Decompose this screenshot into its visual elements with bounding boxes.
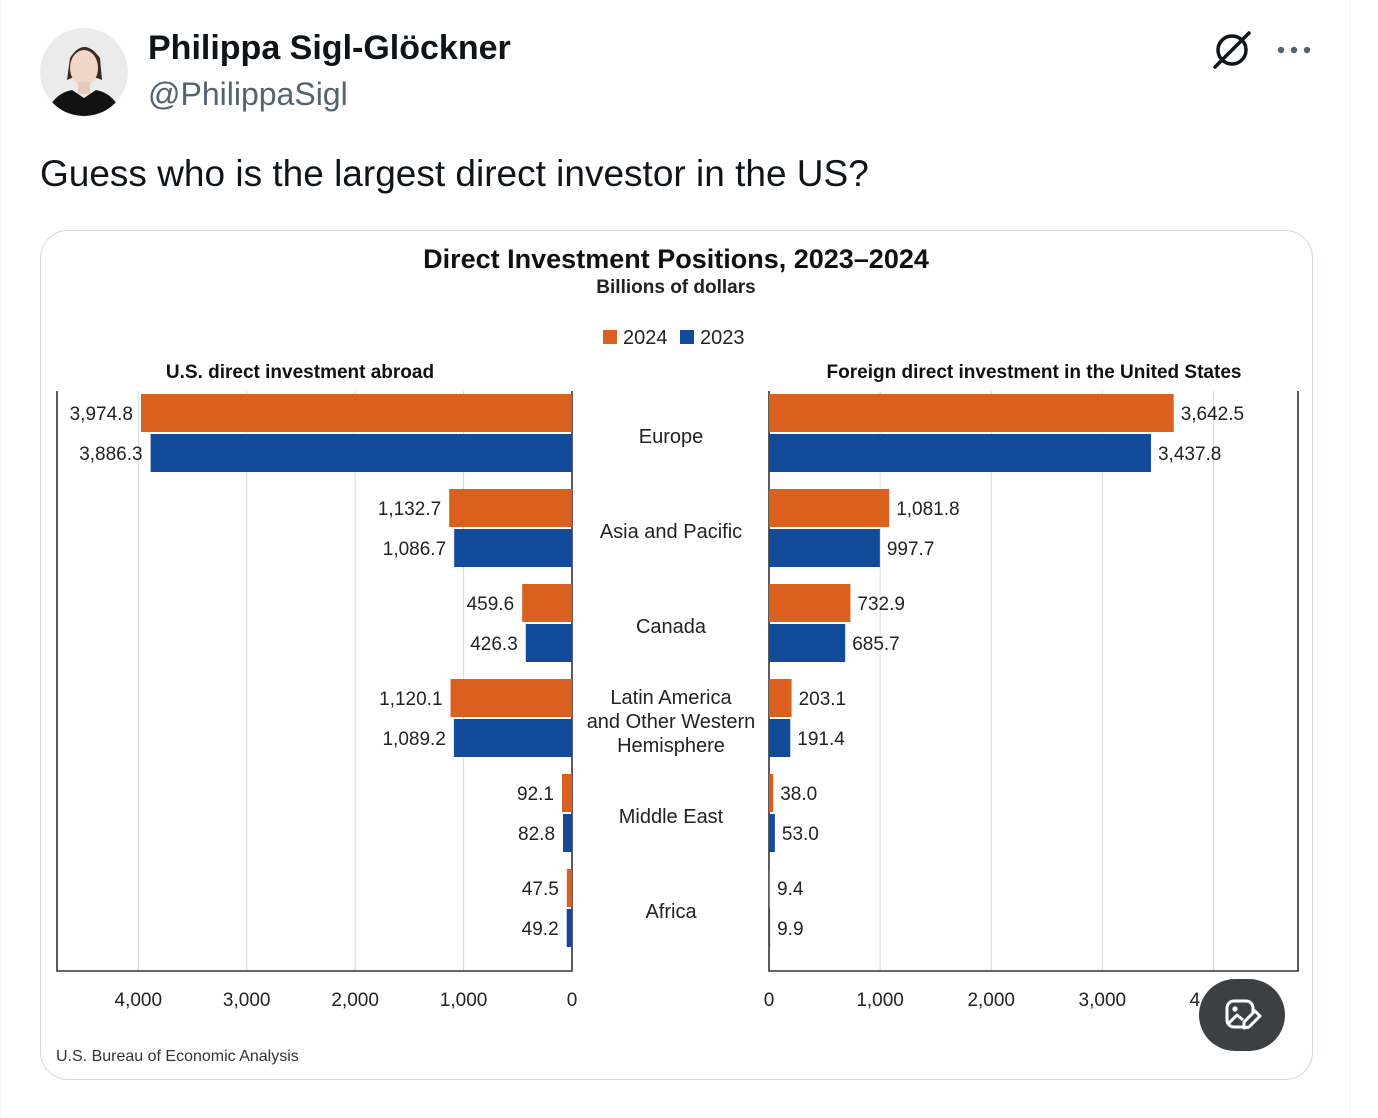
chart-title: Direct Investment Positions, 2023–2024	[423, 244, 929, 274]
bar-1-2024-1	[769, 489, 890, 527]
investment-chart: Direct Investment Positions, 2023–2024 Bi…	[56, 244, 1299, 1065]
legend-swatch-2023	[680, 330, 694, 344]
value-label-1-2024-1: 1,081.8	[896, 499, 959, 520]
edit-image-button[interactable]	[1199, 979, 1285, 1051]
value-label-0-2023-4: 82.8	[518, 824, 555, 845]
legend-swatch-2024	[603, 330, 617, 344]
value-label-1-2023-2: 685.7	[852, 634, 900, 655]
category-label-1-0: Asia and Pacific	[600, 521, 742, 543]
bar-0-2023-1	[454, 529, 572, 567]
avatar[interactable]	[40, 28, 128, 116]
media-card[interactable]: Direct Investment Positions, 2023–2024 Bi…	[40, 230, 1313, 1080]
value-label-1-2024-0: 3,642.5	[1181, 404, 1244, 425]
value-label-1-2024-5: 9.4	[777, 879, 804, 900]
edit-image-icon	[1225, 999, 1262, 1030]
value-label-0-2024-3: 1,120.1	[379, 689, 442, 710]
bar-0-2024-1	[449, 489, 572, 527]
timeline-border-left	[0, 0, 1, 1118]
timeline-border-right	[1350, 0, 1351, 1118]
chart-source: U.S. Bureau of Economic Analysis	[56, 1048, 299, 1065]
bar-1-2023-0	[769, 434, 1151, 472]
tick-label-0-3: 1,000	[440, 990, 488, 1011]
panel-title-1: Foreign direct investment in the United …	[827, 362, 1242, 383]
chart-subtitle: Billions of dollars	[596, 277, 755, 298]
bar-1-2023-5	[769, 909, 771, 947]
value-label-0-2024-0: 3,974.8	[70, 404, 133, 425]
value-label-0-2023-3: 1,089.2	[382, 729, 445, 750]
tick-label-1-1: 1,000	[856, 990, 904, 1011]
category-label-2-0: Canada	[636, 616, 707, 638]
value-label-1-2023-5: 9.9	[777, 919, 803, 940]
value-label-1-2023-3: 191.4	[797, 729, 845, 750]
bar-0-2023-2	[525, 624, 572, 662]
category-label-0-0: Europe	[639, 426, 704, 448]
value-label-1-2024-2: 732.9	[857, 594, 905, 615]
bar-1-2023-2	[769, 624, 846, 662]
bar-1-2024-5	[769, 869, 771, 907]
bar-0-2023-3	[453, 719, 572, 757]
bar-0-2023-0	[150, 434, 572, 472]
value-label-0-2023-2: 426.3	[470, 634, 518, 655]
value-label-1-2023-1: 997.7	[887, 539, 935, 560]
tick-label-1-0: 0	[764, 990, 775, 1011]
value-label-1-2024-4: 38.0	[780, 784, 817, 805]
bar-1-2024-0	[769, 394, 1174, 432]
value-label-1-2024-3: 203.1	[799, 689, 847, 710]
value-label-1-2023-0: 3,437.8	[1158, 444, 1221, 465]
grok-icon[interactable]	[1208, 26, 1256, 74]
bar-1-2023-1	[769, 529, 880, 567]
bar-0-2024-3	[450, 679, 572, 717]
category-label-4-0: Middle East	[619, 806, 724, 828]
legend-label-2024: 2024	[623, 327, 668, 349]
bar-0-2024-4	[562, 774, 572, 812]
tick-label-0-1: 3,000	[223, 990, 271, 1011]
value-label-0-2023-5: 49.2	[522, 919, 559, 940]
tick-label-0-4: 0	[567, 990, 578, 1011]
tweet-text: Guess who is the largest direct investor…	[40, 153, 869, 194]
bar-1-2024-4	[769, 774, 774, 812]
author-handle[interactable]: @PhilippaSigl	[148, 76, 348, 112]
bar-0-2024-2	[522, 584, 572, 622]
panel-frame-1	[768, 391, 1299, 972]
value-label-0-2023-1: 1,086.7	[383, 539, 446, 560]
bar-0-2024-0	[141, 394, 572, 432]
bar-0-2024-5	[566, 869, 572, 907]
tick-label-0-0: 4,000	[115, 990, 163, 1011]
more-options-icon[interactable]	[1270, 26, 1318, 74]
tick-label-1-3: 3,000	[1079, 990, 1127, 1011]
value-label-0-2024-4: 92.1	[517, 784, 554, 805]
value-label-1-2023-4: 53.0	[782, 824, 819, 845]
tick-label-0-2: 2,000	[331, 990, 379, 1011]
panel-title-0: U.S. direct investment abroad	[166, 362, 434, 383]
bar-1-2023-3	[769, 719, 791, 757]
bar-1-2024-3	[769, 679, 792, 717]
category-label-3-2: Hemisphere	[617, 735, 725, 757]
value-label-0-2024-5: 47.5	[522, 879, 559, 900]
value-label-0-2024-2: 459.6	[467, 594, 515, 615]
bar-0-2023-5	[566, 909, 572, 947]
value-label-0-2023-0: 3,886.3	[79, 444, 142, 465]
value-label-0-2024-1: 1,132.7	[378, 499, 441, 520]
bar-1-2024-2	[769, 584, 851, 622]
author-display-name[interactable]: Philippa Sigl-Glöckner	[148, 29, 511, 67]
category-label-3-1: and Other Western	[587, 711, 756, 733]
bar-0-2023-4	[563, 814, 572, 852]
tick-label-1-2: 2,000	[967, 990, 1015, 1011]
category-label-5-0: Africa	[645, 901, 697, 923]
legend-label-2023: 2023	[700, 327, 745, 349]
bar-1-2023-4	[769, 814, 775, 852]
category-label-3-0: Latin America	[610, 687, 732, 709]
